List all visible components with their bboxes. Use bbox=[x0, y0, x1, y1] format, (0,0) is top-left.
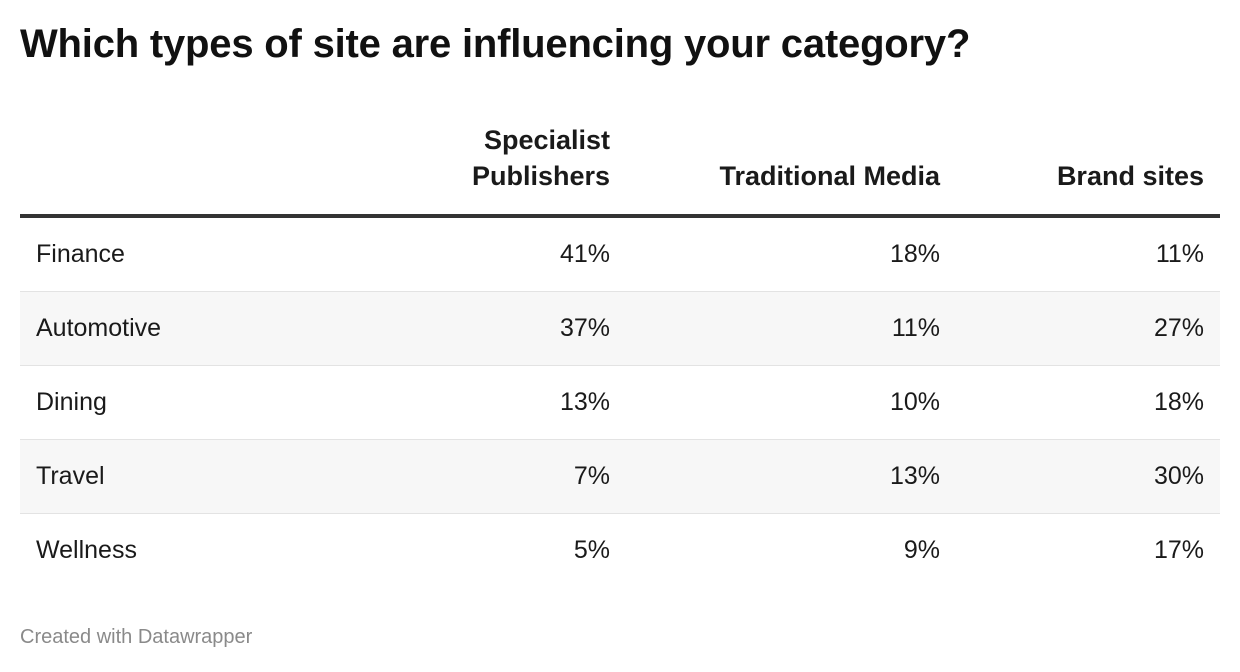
cell-specialist-publishers: 41% bbox=[559, 240, 610, 268]
cell-traditional-media: 9% bbox=[903, 536, 940, 564]
row-label: Travel bbox=[36, 462, 105, 490]
cell-brand-sites: 18% bbox=[1153, 388, 1204, 416]
table-row: Travel 7% 13% 30% bbox=[20, 440, 1220, 514]
cell-brand-sites: 27% bbox=[1153, 314, 1204, 342]
column-header-line: Brand sites bbox=[1056, 161, 1204, 191]
cell-traditional-media: 10% bbox=[889, 388, 940, 416]
cell-traditional-media: 13% bbox=[889, 462, 940, 490]
row-label: Wellness bbox=[36, 536, 137, 564]
cell-brand-sites: 11% bbox=[1155, 240, 1204, 268]
cell-brand-sites: 30% bbox=[1153, 462, 1204, 490]
column-header-line: Publishers bbox=[471, 161, 610, 191]
cell-specialist-publishers: 13% bbox=[559, 388, 610, 416]
row-label: Dining bbox=[36, 388, 107, 416]
row-label: Finance bbox=[36, 240, 125, 268]
table-row: Finance 41% 18% 11% bbox=[20, 218, 1220, 292]
row-label: Automotive bbox=[36, 314, 162, 342]
cell-specialist-publishers: 7% bbox=[573, 462, 610, 490]
attribution-footer: Created with Datawrapper bbox=[20, 626, 253, 648]
table-row: Wellness 5% 9% 17% bbox=[20, 514, 1220, 587]
column-header-line: Traditional Media bbox=[719, 161, 940, 191]
column-header-specialist-publishers[interactable]: Specialist Publishers bbox=[310, 122, 610, 194]
table-row: Automotive 37% 11% 27% bbox=[20, 292, 1220, 366]
cell-traditional-media: 11% bbox=[891, 314, 940, 342]
cell-brand-sites: 17% bbox=[1153, 536, 1204, 564]
column-header-brand-sites[interactable]: Brand sites bbox=[964, 158, 1204, 194]
data-table: Specialist Publishers Traditional Media … bbox=[20, 125, 1220, 587]
cell-specialist-publishers: 5% bbox=[573, 536, 610, 564]
chart-title: Which types of site are influencing your… bbox=[20, 22, 971, 66]
table-header: Specialist Publishers Traditional Media … bbox=[20, 125, 1220, 218]
cell-specialist-publishers: 37% bbox=[559, 314, 610, 342]
column-header-line: Specialist bbox=[483, 125, 610, 155]
table-row: Dining 13% 10% 18% bbox=[20, 366, 1220, 440]
cell-traditional-media: 18% bbox=[889, 240, 940, 268]
column-header-traditional-media[interactable]: Traditional Media bbox=[640, 158, 940, 194]
